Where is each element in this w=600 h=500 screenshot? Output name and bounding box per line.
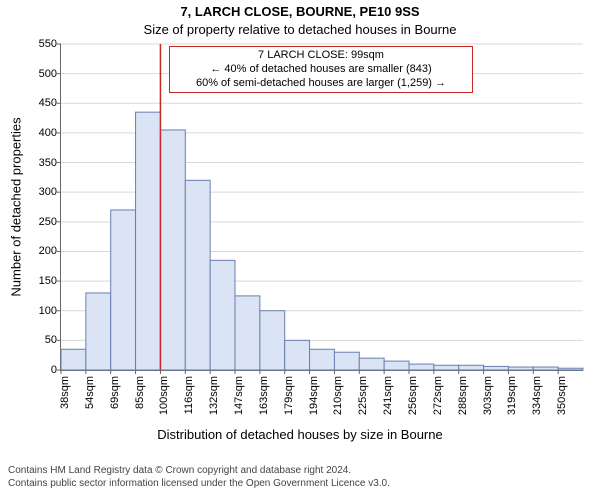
x-tick-label: 272sqm [432,376,444,415]
histogram-bar [160,130,185,370]
x-tick-label: 132sqm [208,376,220,415]
chart-footer: Contains HM Land Registry data © Crown c… [8,465,592,490]
x-tick-label: 116sqm [183,376,195,414]
y-tick-label: 150 [39,275,61,287]
y-tick-label: 550 [39,38,61,50]
histogram-bar [384,361,409,370]
histogram-bar [334,352,359,370]
y-tick-label: 200 [39,245,61,257]
x-tick-label: 54sqm [84,376,96,409]
chart-title-secondary: Size of property relative to detached ho… [0,22,600,37]
x-tick-label: 303sqm [482,376,494,415]
y-axis-label: Number of detached properties [9,117,24,296]
x-tick-label: 210sqm [332,376,344,415]
histogram-bar [210,260,235,370]
histogram-bar [310,349,335,370]
x-tick-label: 288sqm [457,376,469,415]
histogram-bar [235,296,260,370]
x-tick-label: 38sqm [59,376,71,409]
histogram-bar [136,112,161,370]
y-tick-label: 350 [39,157,61,169]
x-tick-label: 194sqm [308,376,320,415]
x-tick-label: 350sqm [556,376,568,415]
footer-line: Contains public sector information licen… [8,478,592,491]
x-tick-label: 179sqm [283,376,295,415]
histogram-bar [459,365,484,370]
y-tick-label: 0 [51,364,61,376]
histogram-bar [86,293,111,370]
x-tick-label: 69sqm [109,376,121,409]
histogram-bar [285,340,310,370]
chart-container: 7, LARCH CLOSE, BOURNE, PE10 9SS Size of… [0,0,600,500]
histogram-bar [409,364,434,370]
y-tick-label: 300 [39,186,61,198]
x-tick-label: 85sqm [134,376,146,409]
x-axis-label: Distribution of detached houses by size … [0,427,600,442]
y-axis-label-container: Number of detached properties [6,44,26,370]
x-tick-label: 319sqm [506,376,518,415]
plot-area: 7 LARCH CLOSE: 99sqm← 40% of detached ho… [60,44,583,371]
histogram-bar [508,367,533,370]
y-tick-label: 500 [39,68,61,80]
annotation-line: 7 LARCH CLOSE: 99sqm [176,49,466,63]
histogram-bar [61,349,86,370]
y-tick-label: 450 [39,97,61,109]
annotation-box: 7 LARCH CLOSE: 99sqm← 40% of detached ho… [169,46,473,93]
histogram-bar [260,311,285,370]
x-tick-label: 241sqm [382,376,394,415]
histogram-bar [111,210,136,370]
x-tick-label: 100sqm [158,376,170,415]
histogram-bar [434,365,459,370]
x-tick-label: 163sqm [258,376,270,415]
y-tick-label: 50 [45,334,61,346]
y-tick-label: 100 [39,305,61,317]
x-tick-label: 334sqm [531,376,543,415]
histogram-bar [359,358,384,370]
histogram-bar [533,367,558,370]
x-tick-label: 225sqm [357,376,369,415]
y-tick-label: 400 [39,127,61,139]
histogram-bar [558,368,583,370]
y-tick-label: 250 [39,216,61,228]
x-tick-label: 256sqm [407,376,419,415]
histogram-bar [484,366,509,370]
histogram-bar [185,180,210,370]
footer-line: Contains HM Land Registry data © Crown c… [8,465,592,478]
x-tick-label: 147sqm [233,376,245,415]
annotation-line: 60% of semi-detached houses are larger (… [176,77,466,91]
annotation-line: ← 40% of detached houses are smaller (84… [176,63,466,77]
chart-title-primary: 7, LARCH CLOSE, BOURNE, PE10 9SS [0,4,600,19]
